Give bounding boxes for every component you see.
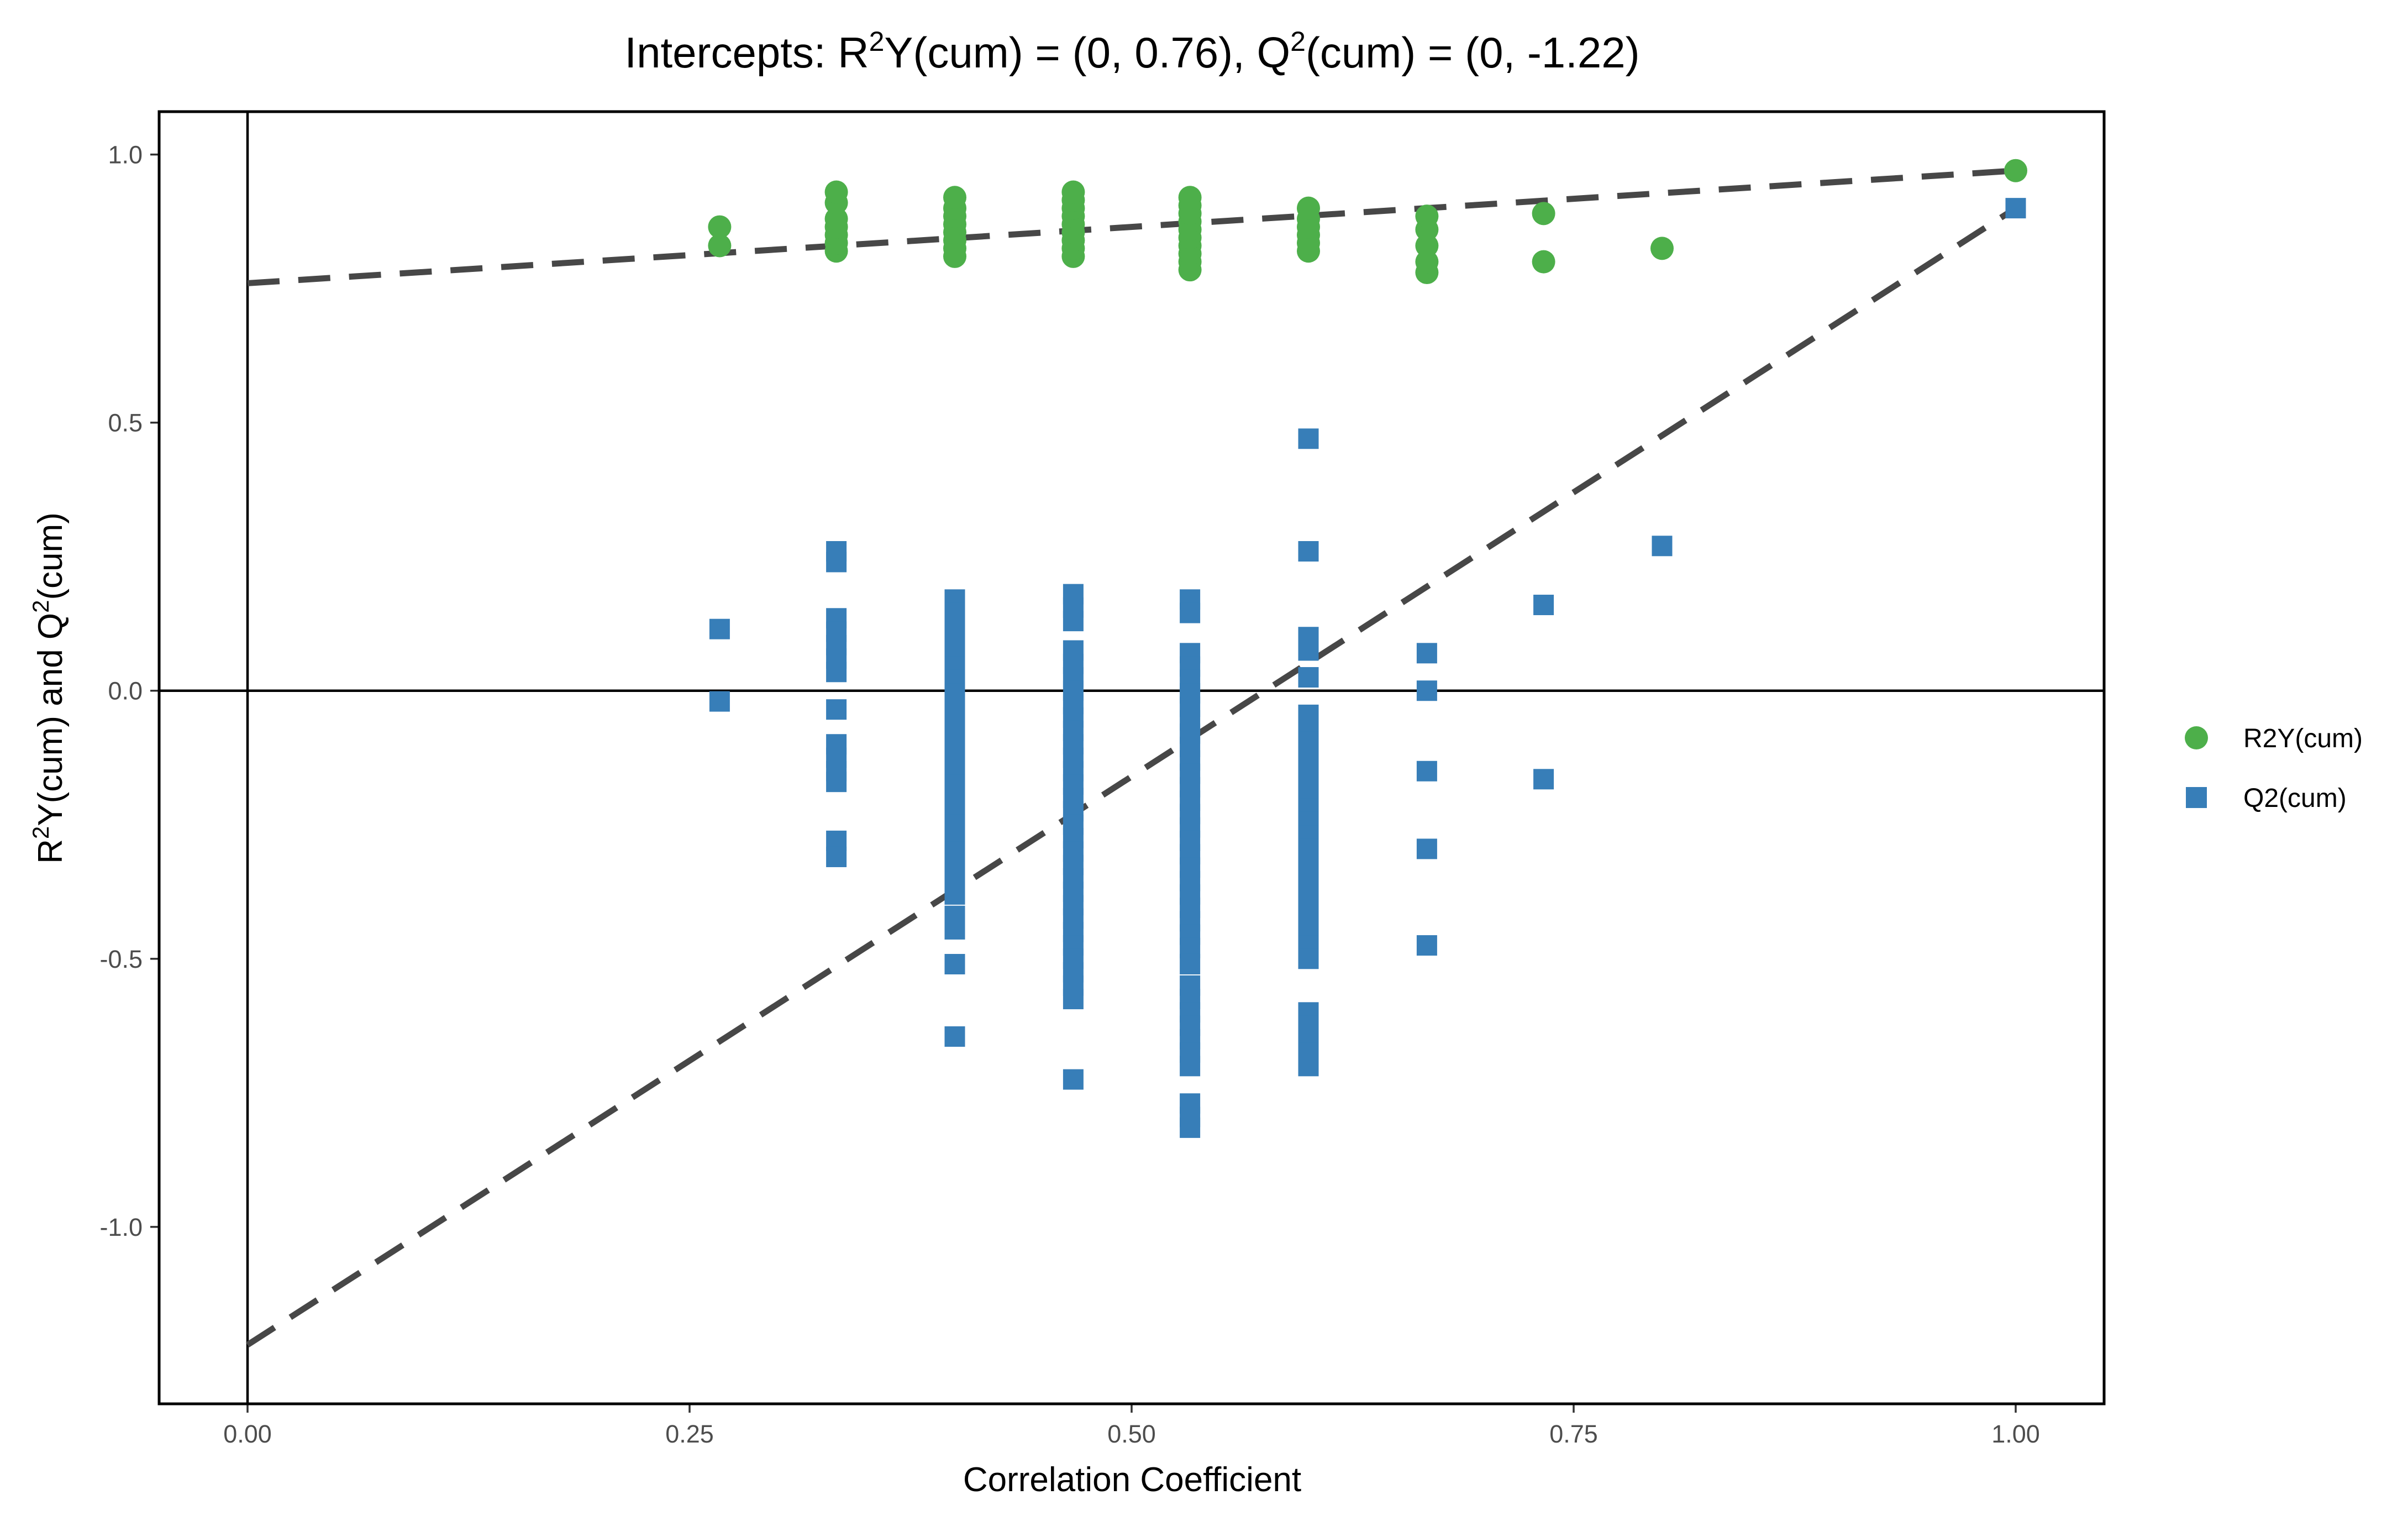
q2-regression-line	[246, 205, 2017, 1347]
q2-point	[1533, 595, 1554, 616]
x-tick-label: 0.50	[1107, 1420, 1156, 1448]
r2y-point	[824, 180, 848, 204]
q2-point	[944, 919, 965, 940]
plot-area: 0.00 0.25 0.50 0.75 1.00 -1.0 -0.5 0.0 0.5 1.0	[99, 110, 2106, 1448]
q2-point	[944, 756, 965, 777]
q2-point	[1180, 1117, 1201, 1138]
q2-point	[826, 772, 847, 793]
q2-point	[1298, 667, 1319, 688]
q2-point	[2005, 198, 2026, 219]
q2-point	[709, 691, 730, 712]
q2-point	[944, 884, 965, 905]
title-prefix: Intercepts: R	[624, 28, 869, 77]
q2-point	[944, 953, 965, 974]
title-superscript-1: 2	[869, 26, 885, 57]
q2-point	[1416, 680, 1437, 701]
title-superscript-2: 2	[1290, 26, 1306, 57]
r2y-point	[1650, 237, 1674, 260]
q2-point	[826, 662, 847, 683]
r2y-point	[824, 207, 848, 231]
x-tick-label: 0.75	[1549, 1420, 1598, 1448]
r2y-point	[1061, 180, 1085, 204]
q2-point	[1652, 536, 1673, 557]
ylabel-part-a: R	[31, 839, 70, 864]
r2y-point	[708, 215, 732, 239]
q2-point	[1298, 541, 1319, 562]
q2-point	[709, 618, 730, 639]
q2-point	[826, 846, 847, 867]
r2y-point	[708, 234, 732, 258]
q2-point	[1298, 948, 1319, 969]
y-tick-label: -0.5	[99, 945, 143, 973]
q2-point	[944, 1026, 965, 1047]
q2-point	[1180, 1056, 1201, 1077]
q2-point	[1298, 876, 1319, 897]
q2-point	[1298, 1056, 1319, 1077]
y-tick-label: 0.5	[108, 409, 143, 437]
q2-point	[1063, 989, 1084, 1010]
x-tick-label: 0.25	[665, 1420, 714, 1448]
r2y-point	[1532, 250, 1555, 274]
q2-point	[1063, 611, 1084, 632]
chart-title: Intercepts: R2Y(cum) = (0, 0.76), Q2(cum…	[624, 26, 1639, 77]
r2y-point	[1415, 250, 1439, 274]
q2-point	[826, 699, 847, 720]
q2-point	[1533, 769, 1554, 790]
r2y-point	[1532, 202, 1555, 225]
q2-point	[1063, 1069, 1084, 1090]
x-tick-label: 0.00	[223, 1420, 272, 1448]
ylabel-superscript-2: 2	[28, 600, 54, 613]
q2-point	[1416, 838, 1437, 859]
legend-label: R2Y(cum)	[2243, 724, 2363, 753]
q2-point	[1180, 602, 1201, 623]
ylabel-part-c: (cum)	[31, 512, 70, 600]
q2-point	[826, 552, 847, 573]
q2-point	[1298, 640, 1319, 661]
legend-r2y-key	[2185, 726, 2208, 749]
y-tick-label: -1.0	[99, 1213, 143, 1241]
r2y-point	[1297, 196, 1320, 220]
r2y-point	[1178, 186, 1202, 209]
q2-point	[1298, 428, 1319, 449]
legend-label: Q2(cum)	[2243, 784, 2347, 813]
x-axis-title: Correlation Coefficient	[963, 1461, 1301, 1499]
r2y-point	[2004, 159, 2027, 182]
plot-border	[157, 110, 2106, 1405]
y-tick-label: 1.0	[108, 141, 143, 169]
ylabel-part-b: Y(cum) and Q	[31, 613, 70, 826]
r2y-point	[943, 186, 966, 209]
x-tick-label: 1.00	[1991, 1420, 2040, 1448]
q2-point	[944, 710, 965, 731]
y-axis-title: R2Y(cum) and Q2(cum)	[28, 512, 70, 864]
title-middle: Y(cum) = (0, 0.76), Q	[884, 28, 1290, 77]
legend-q2-key	[2186, 787, 2207, 808]
r2y-point	[1415, 234, 1439, 258]
q2-point	[1416, 643, 1437, 664]
q2-point	[1180, 953, 1201, 974]
legend: R2Y(cum) Q2(cum)	[2185, 724, 2363, 813]
title-suffix: (cum) = (0, -1.22)	[1306, 28, 1640, 77]
r2y-regression-line	[247, 167, 2016, 286]
r2y-point	[1415, 204, 1439, 228]
q2-point	[1416, 760, 1437, 782]
y-tick-label: 0.0	[108, 677, 143, 705]
q2-point	[1416, 935, 1437, 956]
ylabel-superscript-1: 2	[28, 826, 54, 839]
